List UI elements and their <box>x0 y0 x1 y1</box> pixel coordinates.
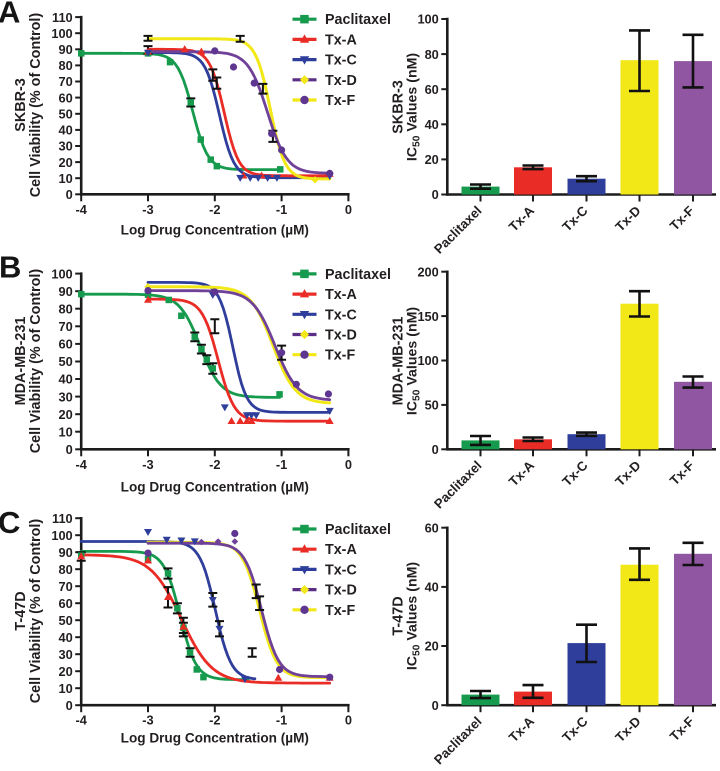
svg-text:T-47D: T-47D <box>391 596 407 635</box>
svg-text:Cell Viability (% of Control): Cell Viability (% of Control) <box>28 269 44 454</box>
svg-text:80: 80 <box>58 301 72 316</box>
svg-text:MDA-MB-231: MDA-MB-231 <box>13 317 29 406</box>
svg-text:-3: -3 <box>142 457 153 472</box>
svg-text:Tx-F: Tx-F <box>325 93 355 109</box>
svg-text:110: 110 <box>52 511 73 526</box>
svg-text:B: B <box>0 250 21 285</box>
svg-text:Paclitaxel: Paclitaxel <box>325 267 391 283</box>
svg-text:Cell Viability (% of Control): Cell Viability (% of Control) <box>28 519 44 704</box>
svg-text:SKBR-3: SKBR-3 <box>13 78 29 132</box>
svg-text:20: 20 <box>58 664 72 679</box>
svg-text:100: 100 <box>51 26 72 41</box>
svg-text:100: 100 <box>51 528 72 543</box>
svg-text:Tx-A: Tx-A <box>325 542 357 558</box>
svg-text:-4: -4 <box>76 457 88 472</box>
svg-text:60: 60 <box>425 520 439 535</box>
svg-text:C: C <box>0 505 20 540</box>
svg-text:40: 40 <box>425 580 439 595</box>
svg-text:70: 70 <box>58 579 72 594</box>
svg-text:-3: -3 <box>142 202 153 217</box>
svg-text:Paclitaxel: Paclitaxel <box>325 12 391 28</box>
svg-text:Paclitaxel: Paclitaxel <box>325 522 391 538</box>
svg-text:80: 80 <box>58 562 72 577</box>
svg-text:Tx-D: Tx-D <box>325 583 357 599</box>
svg-text:90: 90 <box>58 284 72 299</box>
svg-text:SKBR-3: SKBR-3 <box>391 80 407 134</box>
svg-text:110: 110 <box>52 10 73 25</box>
svg-text:-2: -2 <box>209 713 220 728</box>
svg-text:-4: -4 <box>76 202 88 217</box>
svg-text:-2: -2 <box>209 202 220 217</box>
svg-text:200: 200 <box>417 264 438 279</box>
svg-text:100: 100 <box>417 353 438 368</box>
svg-text:50: 50 <box>425 398 439 413</box>
svg-text:40: 40 <box>58 630 72 645</box>
svg-text:40: 40 <box>425 117 439 132</box>
svg-text:0: 0 <box>66 698 73 713</box>
svg-text:0: 0 <box>66 442 73 457</box>
svg-text:50: 50 <box>58 613 72 628</box>
svg-text:10: 10 <box>58 171 72 186</box>
svg-text:70: 70 <box>58 74 72 89</box>
svg-text:30: 30 <box>58 389 72 404</box>
svg-text:90: 90 <box>58 42 72 57</box>
svg-text:Cell Viability (% of Control): Cell Viability (% of Control) <box>28 13 44 198</box>
svg-text:0: 0 <box>345 457 352 472</box>
svg-text:Log Drug Concentration (µM): Log Drug Concentration (µM) <box>121 223 309 238</box>
svg-text:10: 10 <box>58 424 72 439</box>
svg-text:Tx-F: Tx-F <box>325 603 355 619</box>
svg-text:-1: -1 <box>276 713 287 728</box>
svg-text:60: 60 <box>58 596 72 611</box>
svg-text:T-47D: T-47D <box>13 591 29 630</box>
svg-text:0: 0 <box>345 202 352 217</box>
svg-text:30: 30 <box>58 139 72 154</box>
svg-text:0: 0 <box>66 187 73 202</box>
svg-text:A: A <box>0 0 20 30</box>
svg-text:20: 20 <box>425 639 439 654</box>
svg-text:0: 0 <box>432 698 439 713</box>
svg-text:-2: -2 <box>209 457 220 472</box>
svg-text:Tx-D: Tx-D <box>325 328 357 344</box>
svg-text:-1: -1 <box>276 457 287 472</box>
svg-text:0: 0 <box>432 442 439 457</box>
svg-text:60: 60 <box>58 90 72 105</box>
svg-text:Tx-C: Tx-C <box>325 53 357 69</box>
svg-text:0: 0 <box>432 187 439 202</box>
svg-text:70: 70 <box>58 319 72 334</box>
svg-text:Tx-C: Tx-C <box>325 562 357 578</box>
svg-text:IC50 Values (nM): IC50 Values (nM) <box>405 562 423 671</box>
svg-text:20: 20 <box>58 407 72 422</box>
svg-text:50: 50 <box>58 107 72 122</box>
svg-text:100: 100 <box>51 266 72 281</box>
svg-text:80: 80 <box>425 47 439 62</box>
svg-text:20: 20 <box>58 155 72 170</box>
svg-text:90: 90 <box>58 545 72 560</box>
svg-text:IC50 Values (nM): IC50 Values (nM) <box>405 53 423 162</box>
svg-text:20: 20 <box>425 152 439 167</box>
svg-text:40: 40 <box>58 123 72 138</box>
svg-text:0: 0 <box>345 713 352 728</box>
svg-text:-1: -1 <box>276 202 287 217</box>
svg-text:Tx-A: Tx-A <box>325 287 357 303</box>
svg-text:MDA-MB-231: MDA-MB-231 <box>391 317 407 406</box>
svg-text:150: 150 <box>417 309 438 324</box>
svg-text:30: 30 <box>58 647 72 662</box>
svg-text:40: 40 <box>58 372 72 387</box>
svg-text:80: 80 <box>58 58 72 73</box>
svg-text:-3: -3 <box>142 713 153 728</box>
svg-text:50: 50 <box>58 354 72 369</box>
svg-text:-4: -4 <box>76 713 88 728</box>
svg-text:60: 60 <box>58 337 72 352</box>
svg-text:Log Drug Concentration (µM): Log Drug Concentration (µM) <box>121 480 309 495</box>
svg-text:Tx-D: Tx-D <box>325 73 357 89</box>
svg-text:Tx-C: Tx-C <box>325 307 357 323</box>
svg-text:60: 60 <box>425 82 439 97</box>
svg-text:Log Drug Concentration (µM): Log Drug Concentration (µM) <box>121 731 309 746</box>
svg-text:100: 100 <box>417 12 438 27</box>
svg-text:IC50 Values (nM): IC50 Values (nM) <box>405 307 423 416</box>
svg-text:Tx-F: Tx-F <box>325 348 355 364</box>
svg-text:10: 10 <box>58 681 72 696</box>
svg-text:Tx-A: Tx-A <box>325 32 357 48</box>
